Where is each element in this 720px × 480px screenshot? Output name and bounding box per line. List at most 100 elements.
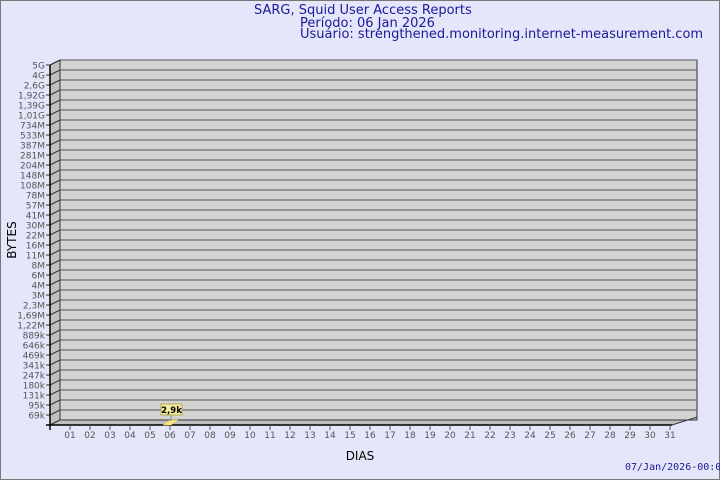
x-tick-label: 26 — [564, 431, 576, 441]
y-tick-label: 387M — [20, 142, 45, 152]
y-grid-diag — [49, 399, 61, 406]
x-tick-label: 02 — [84, 431, 95, 441]
x-axis-title: DIAS — [346, 449, 375, 463]
x-tick-label: 11 — [264, 431, 275, 441]
y-grid-diag — [49, 409, 61, 416]
x-tick-label: 30 — [644, 431, 656, 441]
chart-period: Período: 06 Jan 2026 — [300, 16, 435, 31]
y-grid-diag — [49, 329, 61, 336]
y-grid-diag — [49, 59, 61, 66]
y-tick-label: 469k — [23, 352, 46, 362]
x-tick-label: 19 — [424, 431, 436, 441]
bar-06 — [162, 419, 179, 426]
y-grid-diag — [49, 119, 61, 126]
y-tick-label: 2,6G — [24, 82, 45, 92]
y-grid-diag — [49, 369, 61, 376]
y-tick-label: 6M — [32, 272, 46, 282]
y-tick-label: 95k — [28, 402, 45, 412]
y-grid-diag — [49, 229, 61, 236]
y-grid-diag — [49, 379, 61, 386]
y-tick-label: 1,92G — [18, 92, 45, 102]
y-tick-label: 4M — [32, 282, 46, 292]
chart-user: Usuário: strengthened.monitoring.interne… — [300, 27, 704, 42]
y-grid-diag — [49, 279, 61, 286]
y-grid-diag — [49, 299, 61, 306]
y-grid-diag — [49, 179, 61, 186]
x-tick-label: 14 — [324, 431, 336, 441]
x-tick-label: 23 — [504, 431, 515, 441]
y-tick-label: 1,22M — [17, 322, 45, 332]
y-grid-diag — [49, 319, 61, 326]
y-grid-diag — [49, 169, 61, 176]
y-grid-diag — [49, 259, 61, 266]
x-tick-label: 21 — [464, 431, 475, 441]
y-tick-label: 8M — [32, 262, 46, 272]
y-tick-label: 533M — [20, 132, 45, 142]
y-tick-label: 108M — [20, 182, 45, 192]
x-tick-label: 01 — [64, 431, 75, 441]
y-tick-label: 341k — [23, 362, 46, 372]
y-grid-diag — [49, 289, 61, 296]
y-tick-label: 3M — [32, 292, 46, 302]
y-tick-label: 281M — [20, 152, 45, 162]
x-tick-label: 05 — [144, 431, 155, 441]
x-tick-label: 29 — [624, 431, 636, 441]
x-tick-label: 15 — [344, 431, 355, 441]
x-tick-label: 20 — [444, 431, 456, 441]
x-tick-label: 06 — [164, 431, 176, 441]
footer-timestamp: 07/Jan/2026-00:00 — [625, 462, 720, 473]
y-tick-label: 41M — [26, 212, 45, 222]
x-tick-label: 17 — [384, 431, 395, 441]
x-tick-label: 25 — [544, 431, 555, 441]
y-grid-diag — [49, 189, 61, 196]
y-grid-diag — [49, 269, 61, 276]
x-tick-label: 03 — [104, 431, 115, 441]
y-grid-diag — [49, 339, 61, 346]
y-grid-diag — [49, 309, 61, 316]
y-grid-diag — [49, 139, 61, 146]
y-grid-diag — [49, 69, 61, 76]
y-axis-title: BYTES — [5, 221, 19, 258]
y-grid-diag — [49, 249, 61, 256]
x-tick-label: 13 — [304, 431, 315, 441]
y-tick-label: 5G — [32, 62, 45, 72]
x-tick-label: 12 — [284, 431, 295, 441]
y-tick-label: 889k — [23, 332, 46, 342]
y-tick-label: 57M — [26, 202, 45, 212]
y-grid-diag — [49, 209, 61, 216]
x-tick-label: 08 — [204, 431, 216, 441]
y-grid-diag — [49, 349, 61, 356]
y-grid-diag — [49, 199, 61, 206]
x-tick-label: 09 — [224, 431, 236, 441]
y-tick-label: 247k — [23, 372, 46, 382]
y-tick-label: 1,69M — [17, 312, 45, 322]
x-tick-label: 10 — [244, 431, 256, 441]
y-grid-diag — [49, 149, 61, 156]
y-tick-label: 2,3M — [23, 302, 45, 312]
y-grid-diag — [49, 129, 61, 136]
y-grid-diag — [49, 99, 61, 106]
y-grid-diag — [49, 389, 61, 396]
y-tick-label: 131k — [23, 392, 46, 402]
y-grid-diag — [49, 89, 61, 96]
x-tick-label: 28 — [604, 431, 616, 441]
y-tick-label: 148M — [20, 172, 45, 182]
x-tick-label: 07 — [184, 431, 195, 441]
y-tick-label: 180k — [23, 382, 46, 392]
y-tick-label: 22M — [26, 232, 45, 242]
x-tick-label: 24 — [524, 431, 536, 441]
y-tick-label: 11M — [26, 252, 45, 262]
data-label: 2,9k — [161, 406, 182, 416]
y-tick-label: 4G — [32, 72, 45, 82]
x-tick-label: 27 — [584, 431, 595, 441]
y-grid-diag — [49, 219, 61, 226]
data-label-box — [160, 403, 183, 416]
chart-title: SARG, Squid User Access Reports — [254, 3, 472, 18]
y-tick-label: 78M — [26, 192, 45, 202]
y-grid-diag — [49, 109, 61, 116]
y-tick-label: 1,01G — [18, 112, 45, 122]
y-tick-label: 646k — [23, 342, 46, 352]
x-tick-label: 04 — [124, 431, 136, 441]
x-tick-label: 22 — [484, 431, 495, 441]
